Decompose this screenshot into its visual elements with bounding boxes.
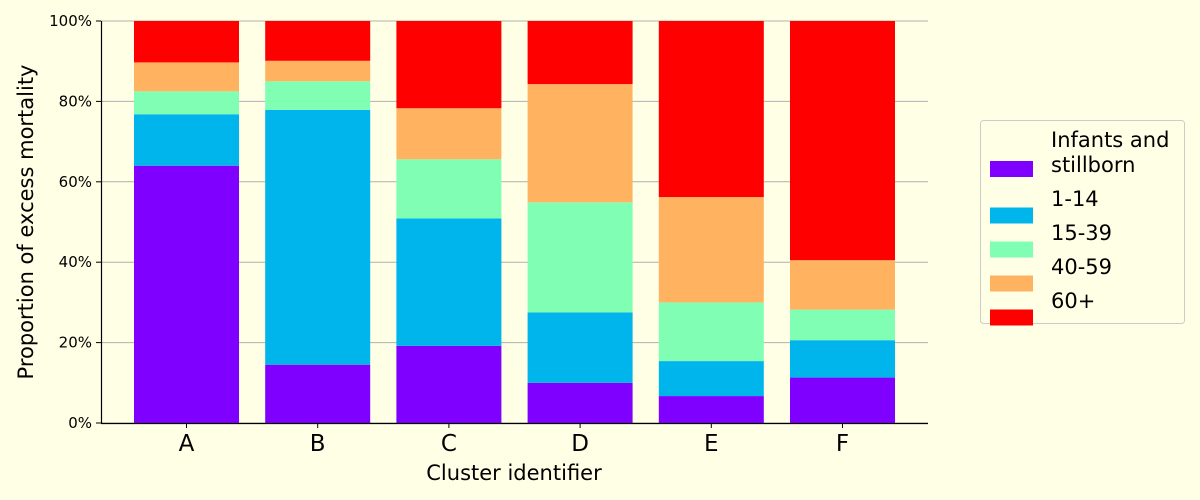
bar-segment [134,91,239,115]
bar-segment [396,159,502,219]
bar-segment [265,60,371,82]
legend-swatch [990,309,1033,326]
legend-label: 60+ [1051,289,1095,313]
legend-swatch [990,161,1033,177]
bar-segment [658,21,764,198]
x-tick-label: E [704,431,719,457]
bar-segment [790,21,895,261]
y-tick-label: 80% [59,92,92,110]
bar-segment [658,197,764,303]
y-tick-label: 100% [49,12,92,30]
bar-segment [658,396,764,423]
x-tick-label: B [310,431,326,457]
legend-swatch [990,275,1033,292]
bar-segment [265,21,371,61]
x-tick-label: C [441,431,457,457]
bar-segment [396,218,502,346]
bar-segment [134,62,239,92]
bar-segment [396,345,502,423]
legend: Infants and stillborn 1-14 15-39 40-59 60+ [980,120,1185,326]
y-tick-label: 60% [59,173,92,191]
legend-swatch [990,241,1033,258]
bar-segment [658,302,764,362]
y-ticks: 0% 20% 40% 60% 80% 100% [49,12,101,432]
bar-segment [527,312,633,383]
axes [100,21,928,425]
x-axis-label: Cluster identifier [426,461,602,485]
y-tick-label: 0% [68,414,92,432]
bar-segment [396,21,502,109]
x-ticks: A B C D E F [179,423,849,457]
legend-label: Infants and stillborn [1051,128,1169,177]
y-tick-label: 40% [59,253,92,271]
bars-layer [134,21,895,423]
bar-segment [790,377,895,423]
legend-label: 1-14 [1051,187,1099,211]
bar-segment [790,260,895,310]
bar-segment [527,84,633,203]
bar-segment [265,364,371,423]
bar-segment [134,165,239,423]
bar-segment [790,340,895,378]
bar-segment [658,361,764,397]
bar-segment [527,382,633,423]
bar-segment [265,109,371,365]
bar-segment [790,309,895,341]
bar-segment [396,108,502,160]
x-tick-label: A [179,431,195,457]
legend-swatch [990,207,1033,224]
bar-segment [265,81,371,110]
x-tick-label: D [571,431,589,457]
bar-segment [527,202,633,313]
y-tick-label: 20% [59,334,92,352]
legend-label: 15-39 [1051,221,1112,245]
bar-segment [134,114,239,166]
bar-segment [527,21,633,85]
x-tick-label: F [836,431,849,457]
bar-segment [134,21,239,63]
y-axis-label: Proportion of excess mortality [14,65,38,380]
legend-label: 40-59 [1051,255,1112,279]
